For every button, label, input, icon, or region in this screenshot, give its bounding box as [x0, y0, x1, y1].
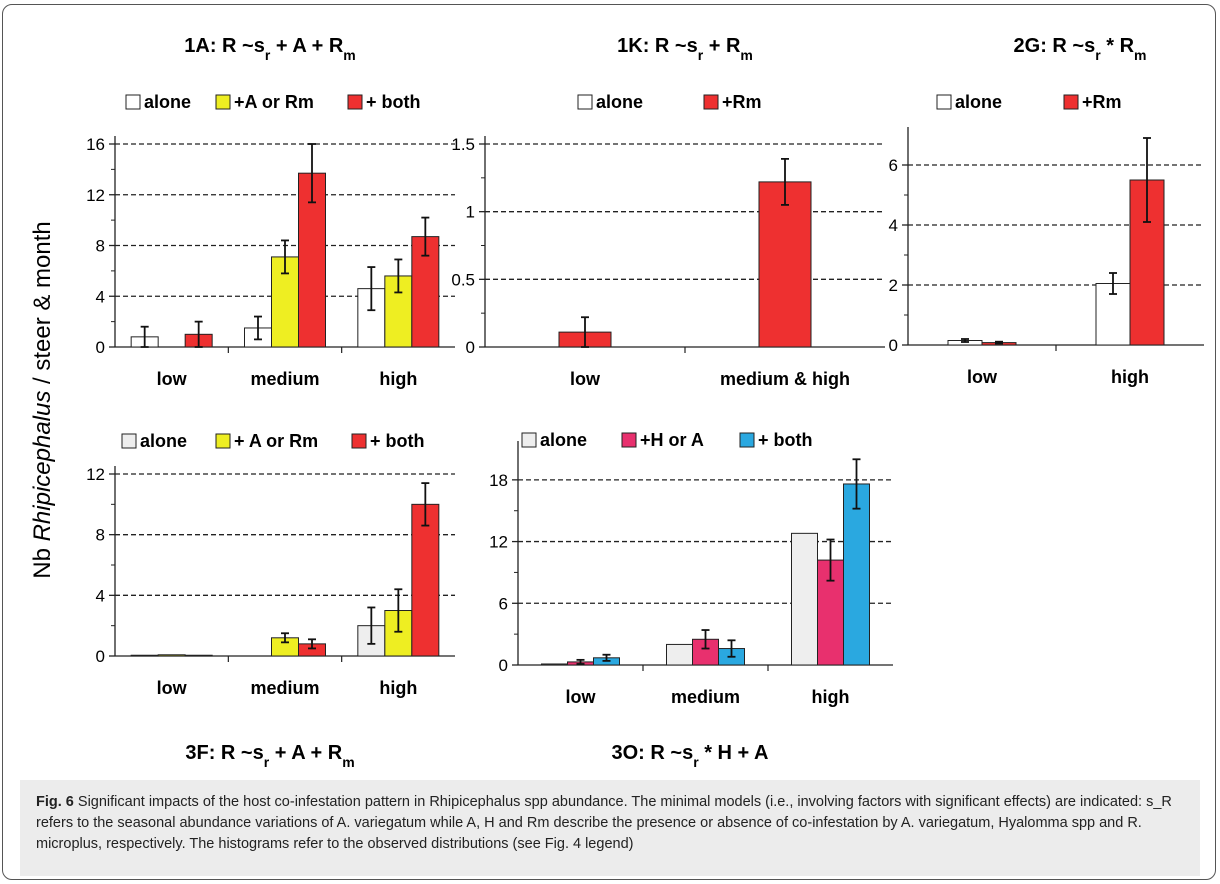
figure-caption: Fig. 6 Significant impacts of the host c…	[20, 780, 1200, 876]
y-tick-label: 0	[889, 336, 898, 355]
legend-label: + A or Rm	[234, 431, 318, 451]
y-tick-label: 0	[499, 656, 508, 675]
legend-swatch	[936, 94, 952, 110]
y-tick-label: 18	[489, 471, 508, 490]
chart-3F: 0 4 8 12 low medium high alone + A or Rm + both	[86, 431, 455, 698]
chart-2G: 0 2 4 6 low high alone +Rm	[889, 92, 1204, 387]
chart-1K: 0 0.5 1 1.5 low medium & high alone +Rm	[451, 92, 885, 389]
legend-label: + both	[758, 430, 813, 450]
legend-label: +H or A	[640, 430, 704, 450]
y-tick-label: 8	[96, 237, 105, 256]
y-tick-label: 0	[96, 338, 105, 357]
chart-title-1A: 1A: R ~sr + A + Rm	[184, 35, 356, 63]
x-category-label: medium	[250, 678, 319, 698]
x-category-label: high	[812, 687, 850, 707]
y-tick-label: 0.5	[451, 270, 475, 289]
legend-label: +Rm	[1082, 92, 1122, 112]
y-tick-label: 16	[86, 135, 105, 154]
caption-text: Significant impacts of the host co-infes…	[36, 794, 1172, 852]
legend-label: alone	[540, 430, 587, 450]
x-category-label: high	[1111, 367, 1149, 387]
chart-3O: 0 6 12 18 low medium high alone +H or A + both	[489, 430, 893, 707]
bar-3O	[791, 532, 818, 666]
y-tick-label: 12	[86, 186, 105, 205]
legend-swatch	[621, 432, 637, 448]
bar-3F	[411, 503, 440, 657]
bar-3O	[843, 483, 870, 666]
legend-swatch	[125, 94, 141, 110]
bar-3O	[666, 643, 693, 666]
y-label-suffix: / steer & month	[29, 221, 56, 390]
legend-label: alone	[140, 431, 187, 451]
bar-3O	[541, 663, 568, 666]
legend-label: alone	[955, 92, 1002, 112]
y-tick-label: 0	[96, 647, 105, 666]
x-category-label: medium	[671, 687, 740, 707]
caption-label: Fig. 6	[36, 794, 74, 810]
x-category-label: low	[157, 678, 188, 698]
bar-3F	[184, 654, 213, 657]
y-tick-label: 4	[889, 216, 898, 235]
bar-3F	[157, 654, 186, 657]
x-category-label: high	[379, 369, 417, 389]
y-tick-label: 0	[466, 338, 475, 357]
x-category-label: high	[379, 678, 417, 698]
legend-swatch	[739, 432, 755, 448]
y-tick-label: 6	[889, 156, 898, 175]
legend-label: +Rm	[722, 92, 762, 112]
x-category-label: medium & high	[720, 369, 850, 389]
legend-swatch	[577, 94, 593, 110]
y-tick-label: 2	[889, 276, 898, 295]
x-category-label: low	[967, 367, 998, 387]
y-tick-label: 12	[86, 465, 105, 484]
legend-label: + both	[370, 431, 425, 451]
figure-frame	[2, 4, 1216, 880]
legend-swatch	[521, 432, 537, 448]
bar-1K	[758, 181, 812, 348]
chart-title-1K: 1K: R ~sr + Rm	[617, 35, 753, 63]
y-label-genus: Rhipicephalus	[29, 391, 56, 542]
legend-swatch	[347, 94, 363, 110]
chart-title-3O: 3O: R ~sr * H + A	[612, 742, 769, 770]
x-category-label: low	[566, 687, 597, 707]
legend-swatch	[351, 433, 367, 449]
y-tick-label: 1	[466, 203, 475, 222]
legend-swatch	[1063, 94, 1079, 110]
x-category-label: low	[570, 369, 601, 389]
legend-swatch	[215, 433, 231, 449]
y-tick-label: 12	[489, 533, 508, 552]
y-label-prefix: Nb	[29, 541, 56, 578]
y-tick-label: 6	[499, 594, 508, 613]
chart-title-2G: 2G: R ~sr * Rm	[1014, 35, 1147, 63]
legend-swatch	[215, 94, 231, 110]
chart-title-3F: 3F: R ~sr + A + Rm	[185, 742, 354, 770]
bar-3F	[130, 654, 159, 657]
legend-label: alone	[144, 92, 191, 112]
chart-1A: 0 4 8 12 16 low medium high alone +A or Rm + both	[86, 92, 455, 389]
legend-label: alone	[596, 92, 643, 112]
y-tick-label: 4	[96, 586, 105, 605]
x-category-label: medium	[250, 369, 319, 389]
legend-label: + both	[366, 92, 421, 112]
legend-label: +A or Rm	[234, 92, 314, 112]
legend-swatch	[703, 94, 719, 110]
y-tick-label: 8	[96, 526, 105, 545]
legend-swatch	[121, 433, 137, 449]
y-axis-label: Nb Rhipicephalus / steer & month	[29, 221, 56, 579]
x-category-label: low	[157, 369, 188, 389]
y-tick-label: 4	[96, 287, 105, 306]
y-tick-label: 1.5	[451, 135, 475, 154]
